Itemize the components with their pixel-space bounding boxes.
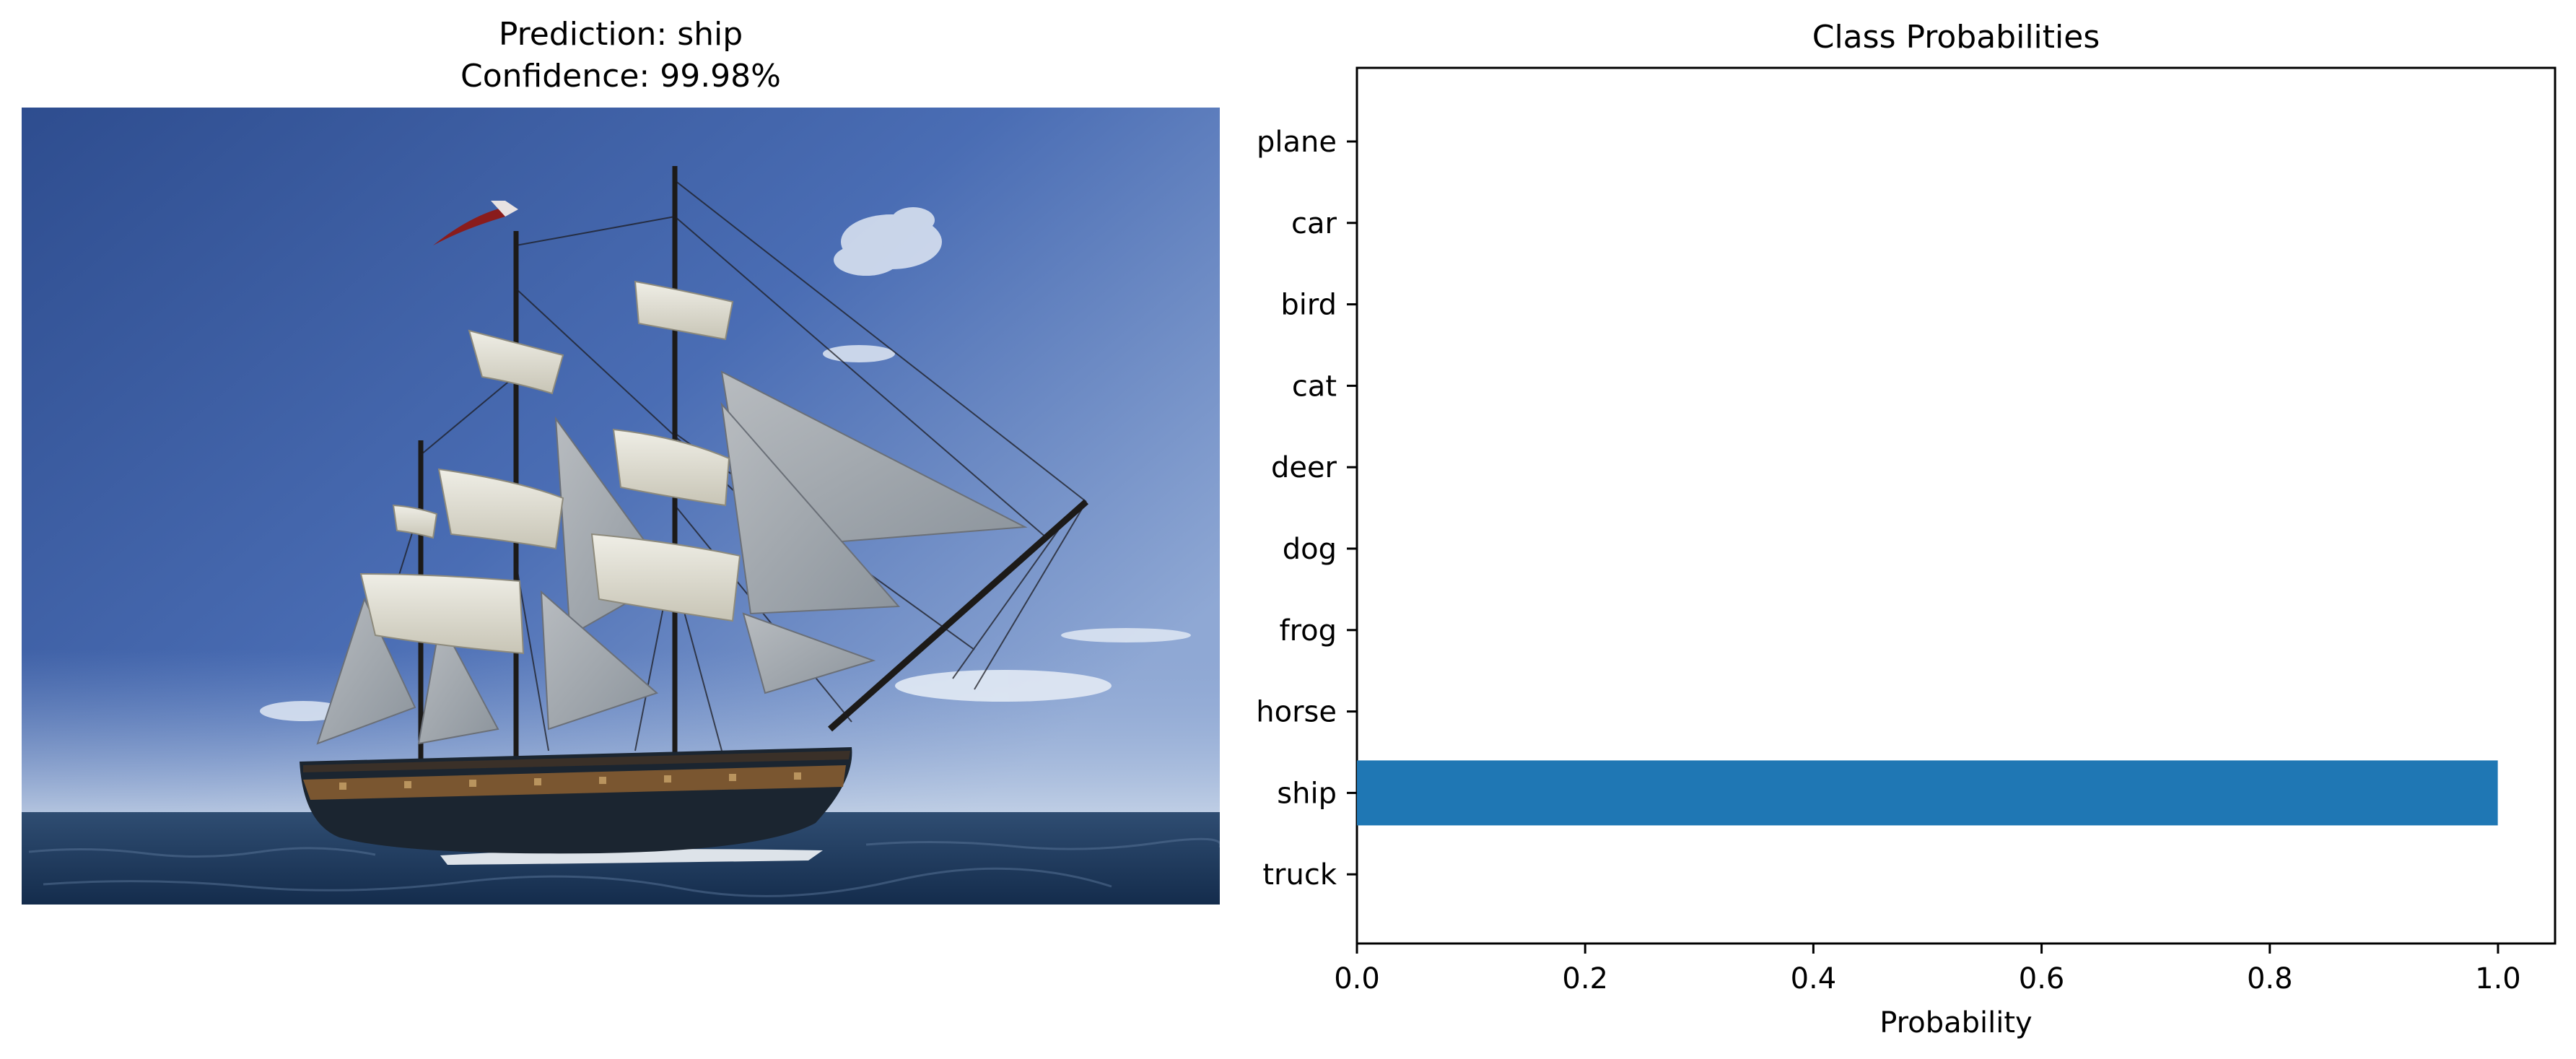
ship-photo — [22, 108, 1220, 905]
x-tick-label-4: 0.8 — [2247, 962, 2293, 995]
y-tick-label-frog: frog — [1279, 614, 1337, 648]
bars-layer — [1357, 760, 2498, 826]
x-tick-label-1: 0.2 — [1562, 962, 1608, 995]
x-tick-label-2: 0.4 — [1791, 962, 1837, 995]
y-tick-label-ship: ship — [1277, 777, 1337, 810]
y-axis: plane car bird cat deer dog frog horse ship truck — [1256, 126, 1357, 892]
probability-chart: Class Probabilities plane car bird cat deer d… — [1256, 19, 2557, 1040]
photo-waves — [28, 837, 1220, 897]
confidence-title: Confidence: 99.98% — [460, 58, 781, 95]
chart-title: Class Probabilities — [1812, 19, 2100, 56]
y-tick-label-deer: deer — [1271, 451, 1337, 484]
y-tick-label-dog: dog — [1283, 533, 1337, 566]
x-axis: 0.0 0.2 0.4 0.6 0.8 1.0 — [1334, 943, 2521, 995]
y-tick-label-bird: bird — [1280, 289, 1337, 322]
y-tick-label-horse: horse — [1256, 696, 1337, 729]
x-tick-label-0: 0.0 — [1334, 962, 1380, 995]
x-tick-label-5: 1.0 — [2475, 962, 2521, 995]
y-tick-label-plane: plane — [1257, 126, 1337, 159]
y-tick-label-car: car — [1291, 207, 1337, 240]
ship — [300, 166, 1088, 865]
y-tick-label-truck: truck — [1262, 858, 1337, 892]
photo-clouds — [260, 207, 1191, 721]
x-tick-label-3: 0.6 — [2019, 962, 2065, 995]
photo-panel: Prediction: ship Confidence: 99.98% — [22, 16, 1220, 905]
bar-ship — [1357, 760, 2498, 826]
y-tick-label-cat: cat — [1292, 370, 1337, 403]
prediction-title: Prediction: ship — [499, 16, 743, 53]
x-axis-label: Probability — [1879, 1006, 2032, 1040]
